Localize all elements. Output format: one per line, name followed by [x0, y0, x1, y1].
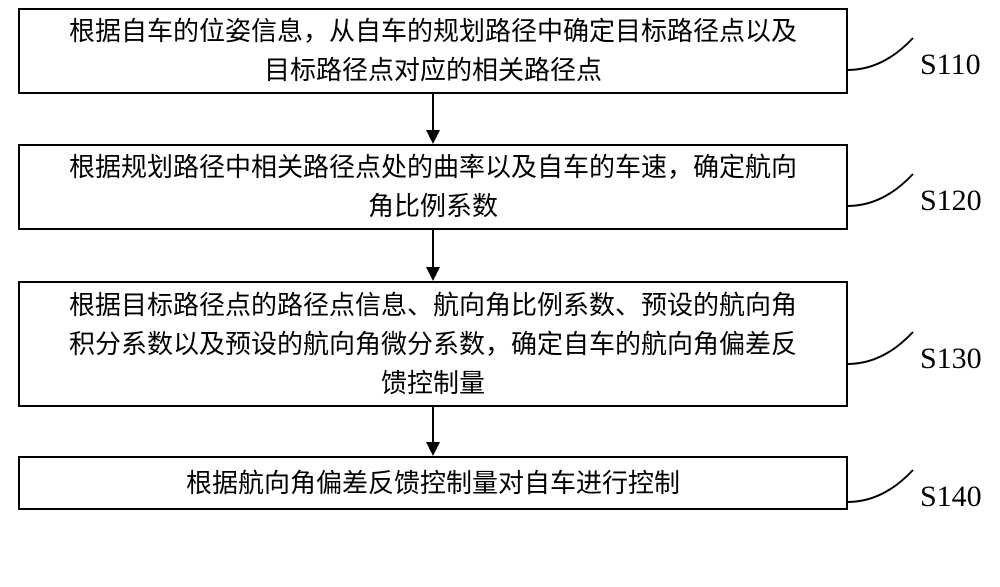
step-text-s140: 根据航向角偏差反馈控制量对自车进行控制 [178, 460, 688, 507]
step-label-s140: S140 [920, 480, 982, 514]
step-label-s110: S110 [920, 48, 981, 82]
arrow-s110-s120 [423, 92, 443, 144]
step-label-s120: S120 [920, 184, 982, 218]
label-connector-s110 [848, 35, 918, 75]
flowchart-canvas: 根据自车的位姿信息，从自车的规划路径中确定目标路径点以及 目标路径点对应的相关路… [0, 0, 1000, 587]
step-text-s130: 根据目标路径点的路径点信息、航向角比例系数、预设的航向角 积分系数以及预设的航向… [61, 282, 805, 407]
step-label-s130: S130 [920, 342, 982, 376]
step-text-s120: 根据规划路径中相关路径点处的曲率以及自车的车速，确定航向 角比例系数 [61, 144, 805, 230]
label-connector-s140 [848, 467, 918, 507]
arrow-s120-s130 [423, 228, 443, 281]
step-text-s110: 根据自车的位姿信息，从自车的规划路径中确定目标路径点以及 目标路径点对应的相关路… [61, 8, 805, 94]
step-box-s120: 根据规划路径中相关路径点处的曲率以及自车的车速，确定航向 角比例系数 [18, 144, 848, 230]
label-connector-s130 [848, 329, 918, 369]
label-connector-s120 [848, 171, 918, 211]
step-box-s110: 根据自车的位姿信息，从自车的规划路径中确定目标路径点以及 目标路径点对应的相关路… [18, 8, 848, 94]
step-box-s140: 根据航向角偏差反馈控制量对自车进行控制 [18, 456, 848, 510]
arrow-s130-s140 [423, 405, 443, 456]
step-box-s130: 根据目标路径点的路径点信息、航向角比例系数、预设的航向角 积分系数以及预设的航向… [18, 281, 848, 407]
